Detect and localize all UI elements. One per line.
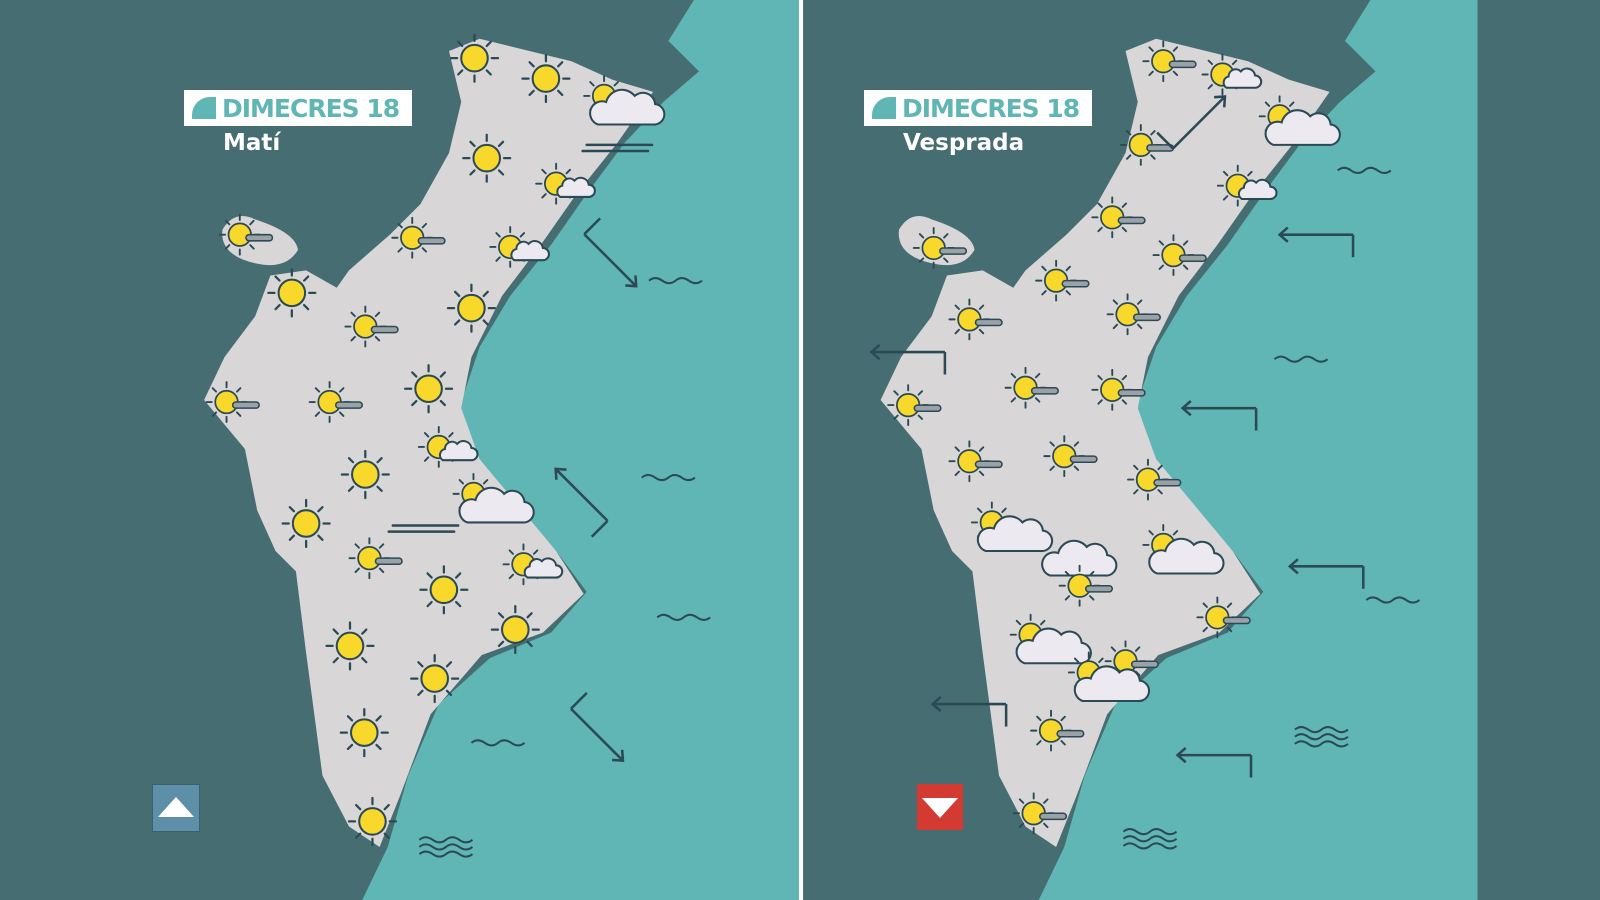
- sun-icon: [405, 365, 452, 412]
- sun-icon: [268, 269, 315, 316]
- sun-icon: [327, 622, 374, 669]
- channel-logo-icon: [192, 97, 216, 119]
- sun-icon: [451, 35, 498, 82]
- panel-divider: [798, 0, 804, 900]
- sun-icon: [463, 135, 510, 182]
- trend-up-icon: [152, 784, 200, 832]
- sun-icon: [342, 451, 389, 498]
- day-label-left: DIMECRES 18: [184, 90, 412, 126]
- sun-icon: [522, 55, 569, 102]
- trend-down-icon: [917, 784, 963, 830]
- period-label-right: Vesprada: [903, 130, 1025, 156]
- sun-icon: [349, 798, 396, 845]
- sun-icon: [420, 566, 467, 613]
- period-label-left: Matí: [223, 130, 281, 156]
- day-label-right: DIMECRES 18: [864, 90, 1092, 126]
- sun-icon: [283, 500, 330, 547]
- sun-icon: [448, 285, 495, 332]
- sun-icon: [411, 655, 458, 702]
- sun-icon: [341, 709, 388, 756]
- channel-logo-icon: [872, 97, 896, 119]
- sun-icon: [492, 606, 539, 653]
